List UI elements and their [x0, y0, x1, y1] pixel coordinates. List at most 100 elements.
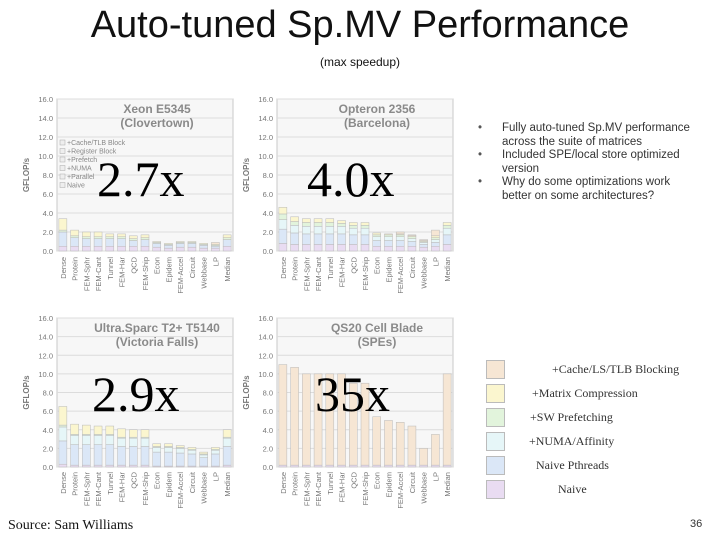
- bar-segment: [419, 239, 428, 241]
- bar-segment: [105, 464, 115, 468]
- bar-segment: [302, 373, 311, 466]
- bar-segment: [431, 242, 440, 247]
- bar-segment: [302, 464, 311, 468]
- bar-segment: [222, 237, 232, 240]
- legend-item-sw-prefetching: +SW Prefetching: [486, 408, 716, 427]
- legend-swatch: [486, 408, 505, 427]
- x-tick-label: Epidem: [164, 472, 173, 497]
- bar-segment: [82, 435, 91, 445]
- x-tick-label: FEM-Cant: [94, 471, 103, 506]
- y-tick-label: 12.0: [38, 351, 53, 360]
- y-tick-label: 12.0: [258, 133, 273, 142]
- x-tick-label: FEM-Ship: [141, 257, 150, 290]
- x-tick-label: Tunnel: [106, 257, 115, 280]
- x-tick-label: FEM-Cant: [314, 471, 323, 506]
- bar-segment: [407, 246, 417, 252]
- bar-segment: [58, 406, 68, 426]
- bar-segment: [129, 429, 138, 438]
- y-tick-label: 16.0: [258, 95, 273, 104]
- inset-legend-swatch: [59, 182, 66, 188]
- x-tick-label: Webbase: [200, 257, 209, 289]
- bar-segment: [152, 243, 161, 248]
- chart-panel-cell-blade: 0.0 2.0 4.0 6.0 8.0 10.0 12.0 14.0 16.0 GFLOP/s QS…: [240, 311, 462, 511]
- bar-segment: [372, 464, 381, 468]
- bar-segment: [360, 225, 370, 229]
- bar-segment: [175, 246, 185, 252]
- bar-segment: [129, 246, 138, 252]
- bar-segment: [93, 236, 103, 239]
- x-tick-label: QCD: [129, 471, 138, 488]
- bar-segment: [211, 247, 220, 252]
- y-tick-label: 8.0: [263, 389, 273, 398]
- y-tick-label: 16.0: [38, 314, 53, 323]
- bar-segment: [290, 464, 299, 468]
- inset-legend-label: +Parallel: [67, 174, 95, 181]
- bar-segment: [290, 216, 299, 222]
- bullet-item: Included SPE/local store optimized versi…: [478, 149, 698, 176]
- y-tick-label: 14.0: [38, 114, 53, 123]
- bar-segment: [349, 244, 358, 252]
- bar-segment: [278, 219, 288, 230]
- bar-segment: [82, 424, 91, 435]
- bar-segment: [93, 425, 103, 435]
- bar-segment: [58, 231, 68, 247]
- bar-segment: [290, 232, 299, 245]
- bar-segment: [211, 447, 220, 450]
- bar-segment: [360, 222, 370, 226]
- bar-segment: [222, 234, 232, 238]
- x-tick-label: Protein: [291, 472, 300, 496]
- legend-label: +SW Prefetching: [530, 410, 613, 424]
- bar-segment: [199, 451, 208, 455]
- bar-segment: [211, 246, 220, 249]
- bar-segment: [117, 428, 126, 438]
- bar-segment: [349, 227, 358, 236]
- bar-segment: [140, 446, 150, 466]
- y-tick-label: 10.0: [38, 152, 53, 161]
- x-tick-label: FEM-Accel: [396, 257, 405, 294]
- bar-segment: [325, 373, 335, 466]
- bar-segment: [360, 227, 370, 236]
- bar-segment: [431, 246, 440, 252]
- bar-segment: [419, 244, 428, 248]
- y-tick-label: 2.0: [263, 444, 273, 453]
- bar-segment: [175, 241, 185, 243]
- inset-legend-swatch: [59, 139, 66, 146]
- bar-segment: [93, 444, 103, 466]
- legend-item-naive-pthreads: Naive Pthreads: [486, 456, 716, 475]
- bar-segment: [431, 434, 440, 466]
- y-tick-label: 4.0: [263, 209, 273, 218]
- x-tick-label: Econ: [373, 257, 382, 274]
- y-axis-label: GFLOP/s: [242, 157, 251, 192]
- bar-segment: [325, 233, 335, 245]
- bar-segment: [58, 229, 68, 233]
- source-credit: Source: Sam Williams: [8, 518, 134, 533]
- bar-segment: [187, 246, 197, 252]
- x-tick-label: FEM-Har: [118, 472, 127, 503]
- bar-segment: [395, 236, 405, 241]
- bar-segment: [278, 364, 288, 466]
- x-tick-label: FEM-Har: [118, 257, 127, 288]
- legend-label: +NUMA/Affinity: [529, 434, 615, 448]
- chart-cell-blade: 0.0 2.0 4.0 6.0 8.0 10.0 12.0 14.0 16.0 GFLOP/s QS…: [242, 314, 454, 509]
- bar-segment: [313, 233, 323, 245]
- bar-segment: [164, 443, 173, 447]
- bar-segment: [290, 221, 299, 226]
- bar-segment: [395, 246, 405, 252]
- legend-swatch: [486, 384, 505, 403]
- legend-swatch: [486, 456, 505, 475]
- chart-subtitle: (SPEs): [358, 335, 397, 349]
- legend-swatch: [486, 480, 505, 499]
- x-tick-label: Webbase: [200, 472, 209, 504]
- bar-segment: [313, 218, 323, 223]
- bar-segment: [431, 237, 440, 240]
- bullet-item: Why do some optimizations work better on…: [478, 176, 698, 203]
- bar-segment: [313, 373, 323, 466]
- y-tick-label: 0.0: [43, 463, 53, 472]
- bar-segment: [302, 226, 311, 235]
- bar-segment: [302, 222, 311, 227]
- x-tick-label: Webbase: [420, 472, 429, 504]
- x-tick-label: FEM-Har: [338, 472, 347, 503]
- x-tick-label: Dense: [59, 472, 68, 494]
- bar-segment: [442, 227, 452, 236]
- bar-segment: [105, 246, 115, 252]
